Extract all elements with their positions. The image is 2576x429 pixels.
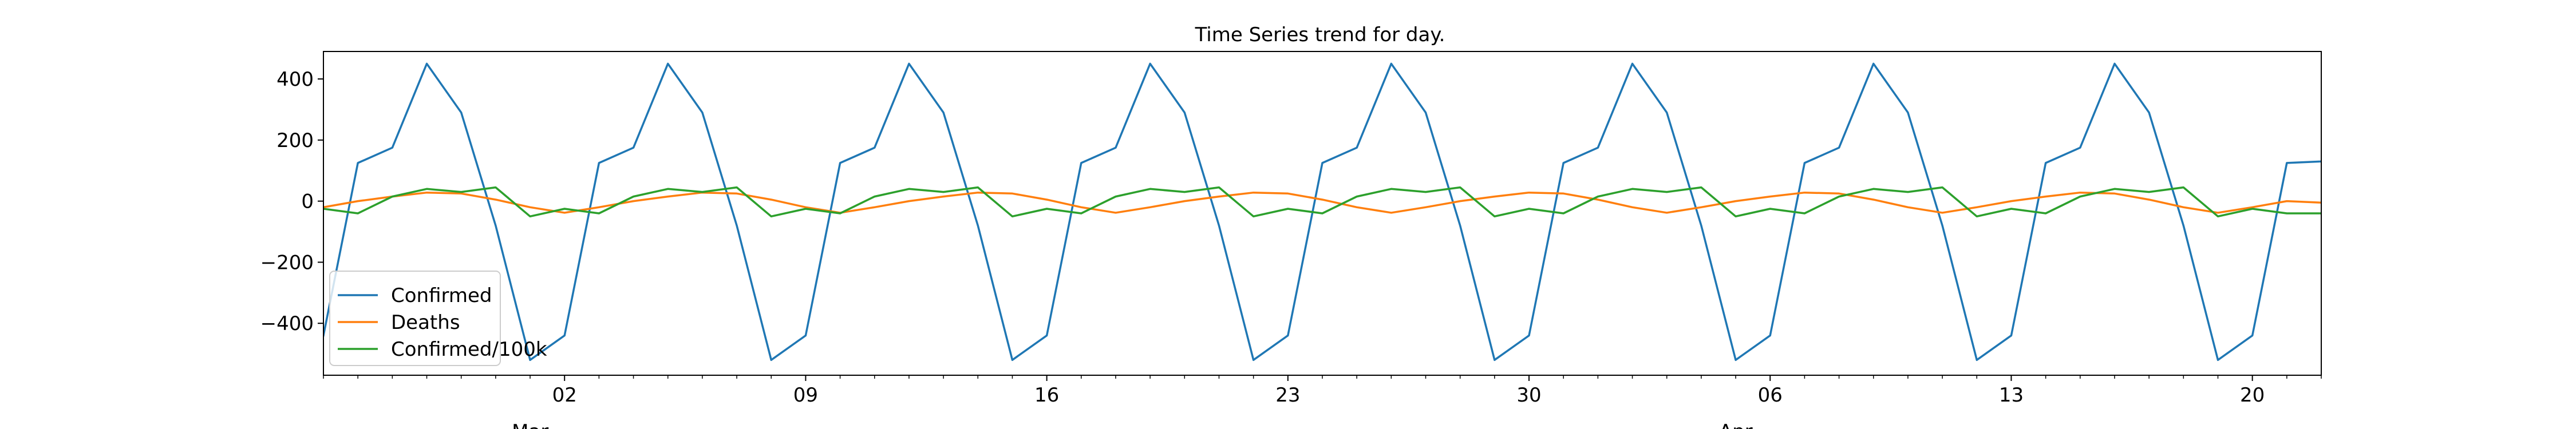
x-tick-label: 06 — [1758, 384, 1783, 407]
x-tick-label: 16 — [1034, 384, 1059, 407]
series-group — [323, 62, 2321, 362]
legend: Confirmed Deaths Confirmed/100k — [329, 271, 547, 366]
x-month-label: Mar — [512, 420, 548, 429]
y-tick-label: −200 — [260, 251, 314, 274]
chart-title: Time Series trend for day. — [1195, 23, 1445, 46]
x-tick-label: 23 — [1275, 384, 1300, 407]
legend-label: Deaths — [391, 311, 460, 334]
y-tick-label: −400 — [260, 312, 314, 335]
x-tick-label: 02 — [552, 384, 577, 407]
y-tick-label: 0 — [301, 190, 314, 213]
y-tick-label: 400 — [276, 68, 314, 91]
x-tick-label: 20 — [2240, 384, 2265, 407]
x-tick-label: 09 — [793, 384, 818, 407]
plot-area: −400 −200 0 200 400 02 09 16 23 30 06 13 20 Mar Apr Con… — [260, 51, 2322, 429]
legend-label: Confirmed — [391, 284, 492, 307]
x-month-label: Apr — [1719, 420, 1753, 429]
series-line-deaths — [323, 191, 2321, 214]
legend-label: Confirmed/100k — [391, 338, 547, 361]
series-line-confirmed-100k — [323, 186, 2321, 218]
series-line-confirmed — [323, 62, 2321, 362]
y-tick-label: 200 — [276, 129, 314, 152]
x-tick-label: 30 — [1516, 384, 1541, 407]
x-tick-label: 13 — [1999, 384, 2024, 407]
